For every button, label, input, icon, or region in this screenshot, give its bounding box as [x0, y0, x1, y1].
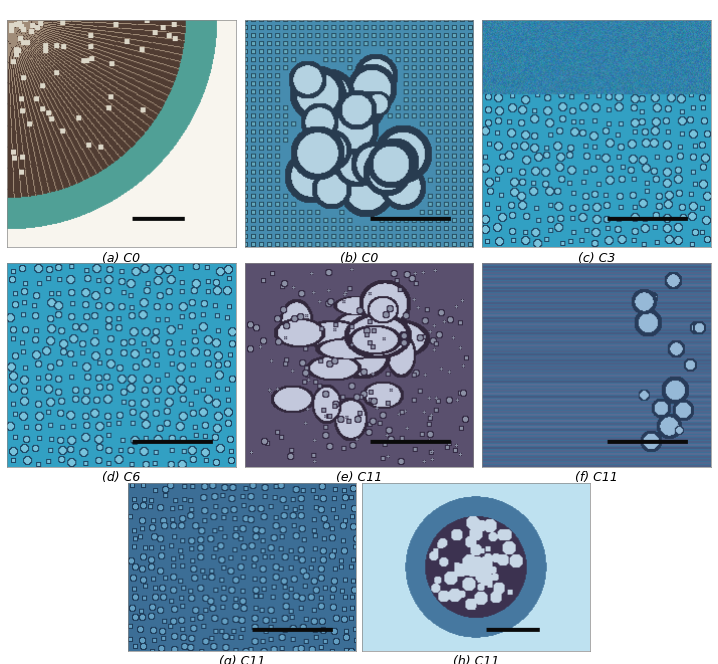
X-axis label: (b) C0: (b) C0: [340, 252, 378, 265]
X-axis label: (h) C11: (h) C11: [453, 655, 500, 664]
X-axis label: (g) C11: (g) C11: [218, 655, 265, 664]
X-axis label: (a) C0: (a) C0: [103, 252, 141, 265]
X-axis label: (e) C11: (e) C11: [336, 471, 382, 484]
X-axis label: (f) C11: (f) C11: [575, 471, 618, 484]
X-axis label: (d) C6: (d) C6: [102, 471, 141, 484]
X-axis label: (c) C3: (c) C3: [578, 252, 615, 265]
